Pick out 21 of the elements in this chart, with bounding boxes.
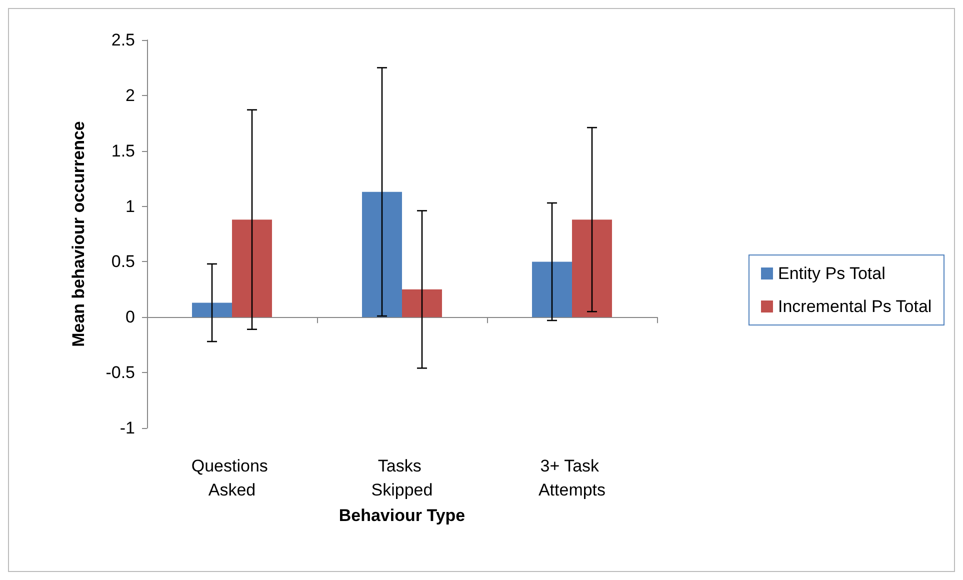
bar [402,289,442,318]
bar [192,302,232,318]
y-tick-label: 2 [126,86,135,105]
x-axis-title: Behaviour Type [338,506,466,525]
bar [572,220,612,318]
x-tick-label: Tasks Skipped [371,456,433,500]
y-tick-label: 1.5 [111,141,135,160]
y-axis-title: Mean behaviour occurrence [69,121,88,347]
y-tick-label: 2.5 [111,30,135,50]
y-tick-label: 1 [126,196,135,216]
y-tick-label: -1 [120,418,135,438]
legend-label: Incremental Ps Total [778,297,932,316]
bar [232,220,272,318]
y-tick-label: -0.5 [106,363,135,382]
x-tick-label: Questions Asked [191,456,273,500]
x-tick-label: 3+ Task Attempts [538,456,606,500]
y-tick-label: 0.5 [111,252,135,272]
y-tick-label: 0 [126,308,135,327]
bar [532,262,572,318]
bar [362,192,402,318]
legend-label: Entity Ps Total [778,264,886,283]
